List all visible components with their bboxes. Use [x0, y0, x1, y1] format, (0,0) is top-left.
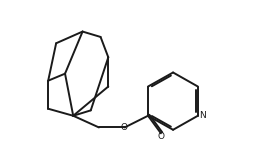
- Text: O: O: [121, 123, 128, 132]
- Text: O: O: [157, 132, 164, 141]
- Text: N: N: [199, 111, 206, 120]
